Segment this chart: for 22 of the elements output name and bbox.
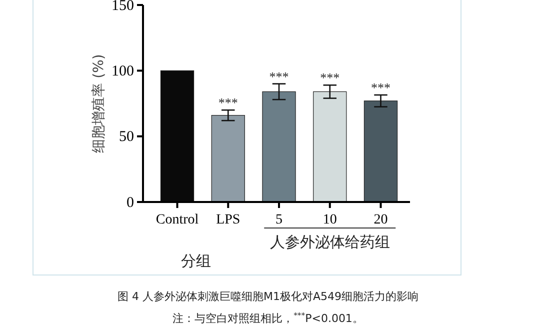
y-tick-label: 0 (126, 194, 134, 211)
x-tick-label: Control (156, 212, 199, 228)
x-tick-label: LPS (216, 212, 240, 228)
text: 人参外泌体给药组 (270, 233, 390, 251)
bar (211, 115, 245, 202)
text: 图 4 人参外泌体刺激巨噬细胞M1极化对A549细胞活力的影响 (117, 290, 419, 303)
annotation: *** (371, 80, 390, 95)
y-tick-label: 150 (112, 0, 134, 14)
y-tick-label: 50 (119, 129, 134, 146)
y-axis-title: 细胞增殖率 (%) (91, 54, 107, 153)
x-tick-label: 5 (276, 212, 282, 228)
x-axis-title: 分组 (181, 252, 211, 270)
bar (313, 91, 347, 202)
x-tick-label: 10 (322, 212, 337, 228)
x-tick-label: 20 (374, 212, 388, 228)
annotation: *** (269, 68, 289, 84)
annotation: *** (320, 70, 340, 86)
bar (364, 100, 398, 202)
y-tick-label: 100 (112, 63, 134, 80)
bar (262, 91, 296, 202)
text: 注：与空白对照组相比，$^{***}$P<0.001。 (172, 310, 364, 325)
annotation: *** (218, 95, 238, 110)
